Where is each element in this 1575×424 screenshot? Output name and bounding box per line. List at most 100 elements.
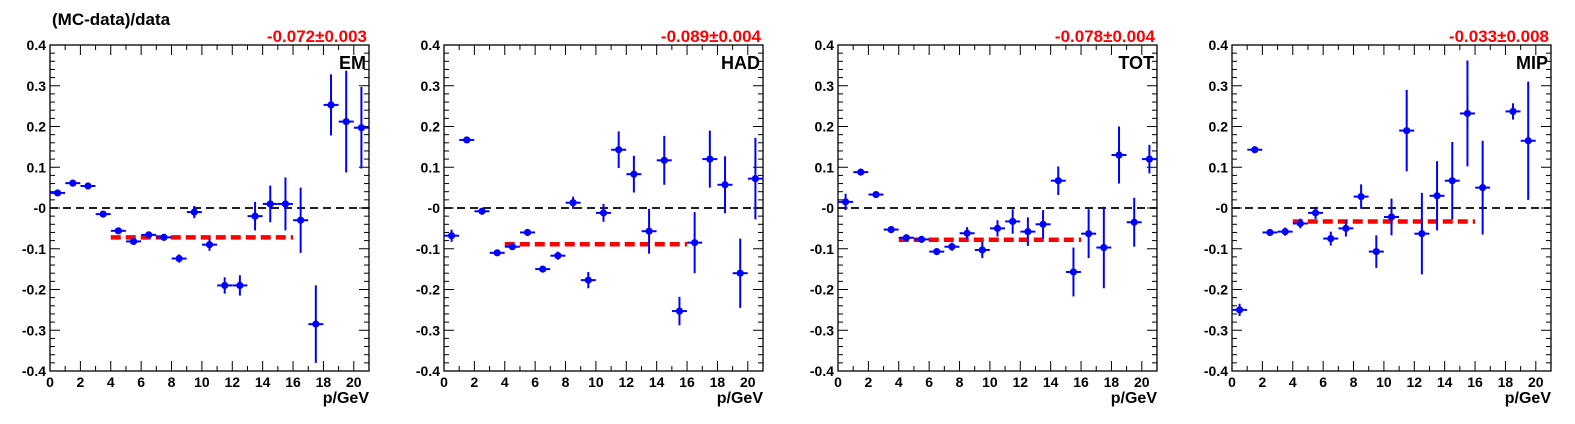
point-marker [1266, 228, 1274, 237]
y-tick-label: 0.1 [421, 159, 441, 175]
x-tick-label: 20 [346, 374, 362, 390]
y-tick-label: -0.2 [1204, 282, 1228, 298]
point-marker [963, 229, 971, 237]
x-tick-label: 18 [710, 374, 726, 390]
x-tick-label: 16 [1467, 374, 1483, 390]
data-point [171, 254, 187, 263]
data-point [747, 137, 763, 220]
x-tick-label: 8 [956, 374, 964, 390]
data-point [1308, 206, 1324, 220]
data-point [853, 168, 869, 176]
point-marker [297, 216, 305, 224]
data-point [944, 242, 960, 251]
point-marker [706, 155, 714, 163]
y-tick-label: 0.1 [815, 159, 835, 175]
point-marker [1524, 137, 1532, 145]
point-marker [160, 233, 168, 241]
data-point [838, 193, 854, 211]
y-tick-label: -0 [34, 200, 47, 216]
x-tick-label: 14 [1043, 374, 1059, 390]
data-point [1277, 227, 1293, 236]
point-marker [84, 182, 92, 190]
data-point [308, 285, 324, 363]
data-point [565, 196, 581, 209]
point-marker [129, 237, 138, 246]
point-marker [463, 136, 471, 144]
point-marker [478, 207, 486, 215]
x-tick-label: 2 [1258, 374, 1266, 390]
data-point [489, 249, 505, 257]
y-tick-label: -0.2 [810, 282, 834, 298]
panel-had: -0.4 -0.3 -0.2 -0.1 -0 0.1 0.2 0.3 0.4 0 2 4 6 8 10 12 1… [416, 27, 764, 407]
point-marker [917, 235, 926, 243]
point-marker [1509, 107, 1517, 116]
point-marker [1327, 234, 1335, 243]
point-marker [887, 225, 895, 234]
data-point [65, 179, 81, 187]
point-marker [993, 224, 1002, 232]
data-point [656, 135, 672, 185]
x-tick-label: 14 [1437, 374, 1453, 390]
data-point [1050, 166, 1066, 195]
x-tick-label: 14 [649, 374, 665, 390]
data-point [186, 205, 202, 219]
point-marker [114, 227, 122, 235]
data-point [95, 210, 111, 218]
fit-value-text: -0.033±0.008 [1449, 27, 1549, 46]
x-tick-label: 10 [1376, 374, 1392, 390]
x-tick-label: 10 [588, 374, 604, 390]
point-marker [1145, 155, 1154, 163]
data-point [929, 248, 945, 256]
data-point [1262, 228, 1278, 237]
data-point [126, 237, 142, 246]
data-point [1141, 144, 1157, 174]
point-marker [221, 281, 229, 290]
point-marker [175, 254, 183, 263]
data-point [959, 227, 975, 240]
point-marker [902, 234, 910, 242]
data-point [1505, 103, 1521, 120]
x-tick-label: 8 [168, 374, 176, 390]
point-marker [1403, 126, 1411, 135]
data-point [293, 187, 309, 253]
data-point [504, 243, 520, 251]
data-point [474, 207, 490, 215]
y-tick-label: -0.4 [22, 363, 46, 379]
y-tick-label: -0.1 [810, 241, 834, 257]
point-marker [523, 228, 532, 237]
point-marker [1418, 230, 1426, 238]
x-tick-label: 2 [864, 374, 872, 390]
data-point [626, 155, 642, 193]
data-point [444, 229, 460, 242]
point-marker [691, 239, 699, 247]
x-axis-label: p/GeV [717, 390, 764, 407]
x-tick-label: 12 [224, 374, 240, 390]
point-marker [1024, 228, 1032, 236]
x-tick-label: 0 [834, 374, 842, 390]
x-tick-label: 4 [501, 374, 509, 390]
x-tick-label: 4 [895, 374, 903, 390]
data-point [110, 227, 126, 235]
point-marker [1448, 177, 1456, 185]
point-marker [660, 156, 668, 164]
point-marker [190, 208, 198, 216]
x-axis-label: p/GeV [1111, 390, 1158, 407]
point-marker [1357, 192, 1365, 201]
data-point [80, 182, 96, 190]
point-marker [630, 170, 638, 178]
x-tick-label: 16 [1073, 374, 1089, 390]
x-tick-label: 0 [440, 374, 448, 390]
point-marker [236, 281, 244, 290]
point-marker [751, 175, 760, 183]
x-tick-label: 6 [1319, 374, 1327, 390]
x-tick-label: 12 [1012, 374, 1028, 390]
x-tick-label: 8 [1350, 374, 1358, 390]
point-marker [312, 320, 320, 328]
point-marker [357, 124, 366, 132]
point-marker [327, 101, 335, 109]
x-tick-label: 16 [285, 374, 301, 390]
y-tick-label: -0.2 [416, 282, 440, 298]
y-tick-label: -0 [822, 200, 835, 216]
y-tick-label: 0.4 [815, 37, 835, 53]
